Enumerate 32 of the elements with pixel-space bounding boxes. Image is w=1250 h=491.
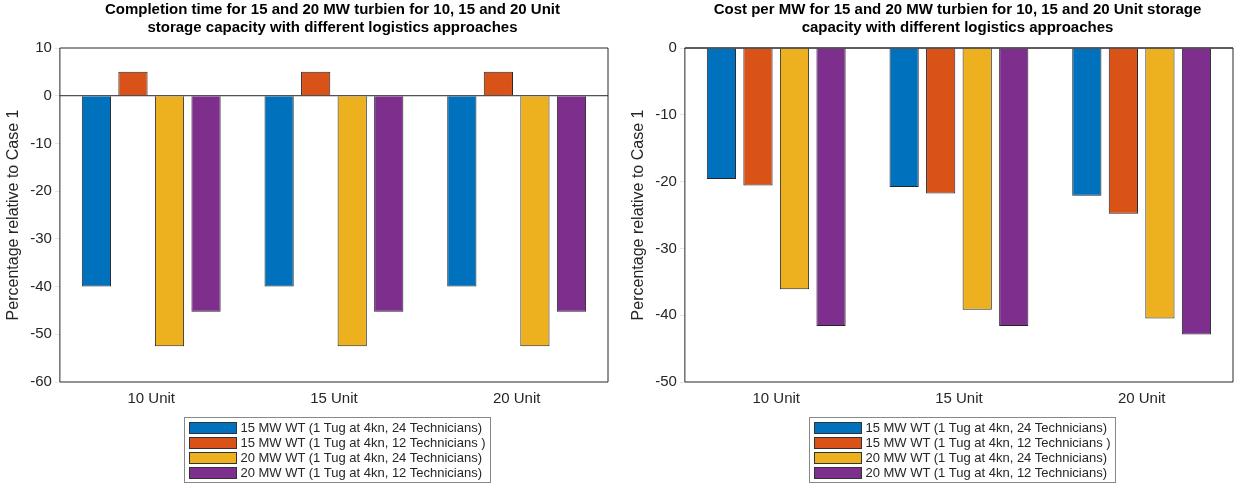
legend-label: 20 MW WT (1 Tug at 4kn, 12 Technicians) [865,465,1107,480]
y-tick-label: -20 [30,181,52,199]
x-tick-label: 15 Unit [310,389,359,407]
y-tick-label: 0 [43,85,52,103]
y-axis-title: Percentage relative to Case 1 [629,109,647,321]
x-tick-label: 10 Unit [752,389,801,407]
legend-label: 20 MW WT (1 Tug at 4kn, 24 Technicians) [865,450,1107,465]
y-tick-label: 0 [668,38,677,56]
y-tick-label: -50 [655,372,677,390]
legend-label: 15 MW WT (1 Tug at 4kn, 12 Technicians ) [240,435,486,450]
x-tick-label: 20 Unit [492,389,542,407]
chart-title: Completion time for 15 and 20 MW turbien for 10, 15 and 20 Unit storage capacity with different logistics approaches [103,0,562,36]
y-tick-label: -10 [30,133,52,151]
y-axis-title: Percentage relative to Case 1 [4,109,22,321]
x-tick-label: 10 Unit [127,389,176,407]
y-tick-label: -50 [30,324,52,342]
x-tick-label: 20 Unit [1117,389,1167,407]
legend-label: 15 MW WT (1 Tug at 4kn, 12 Technicians ) [865,435,1111,450]
x-tick-label: 15 Unit [935,389,984,407]
chart-title: Cost per MW for 15 and 20 MW turbien for 10, 15 and 20 Unit storage capacity with different logistics approaches [712,0,1203,36]
y-tick-label: -60 [30,372,52,390]
y-tick-label: -40 [655,305,677,323]
legend-label: 20 MW WT (1 Tug at 4kn, 12 Technicians) [240,465,482,480]
legend-label: 20 MW WT (1 Tug at 4kn, 24 Technicians) [240,450,482,465]
y-tick-label: -10 [655,104,677,122]
y-tick-label: -40 [30,276,52,294]
y-tick-label: -30 [30,229,52,246]
y-tick-label: -20 [655,171,677,189]
legend-label: 15 MW WT (1 Tug at 4kn, 24 Technicians) [240,420,482,435]
y-tick-label: 10 [35,38,52,56]
legend-label: 15 MW WT (1 Tug at 4kn, 24 Technicians) [865,420,1107,435]
y-tick-label: -30 [655,238,677,256]
